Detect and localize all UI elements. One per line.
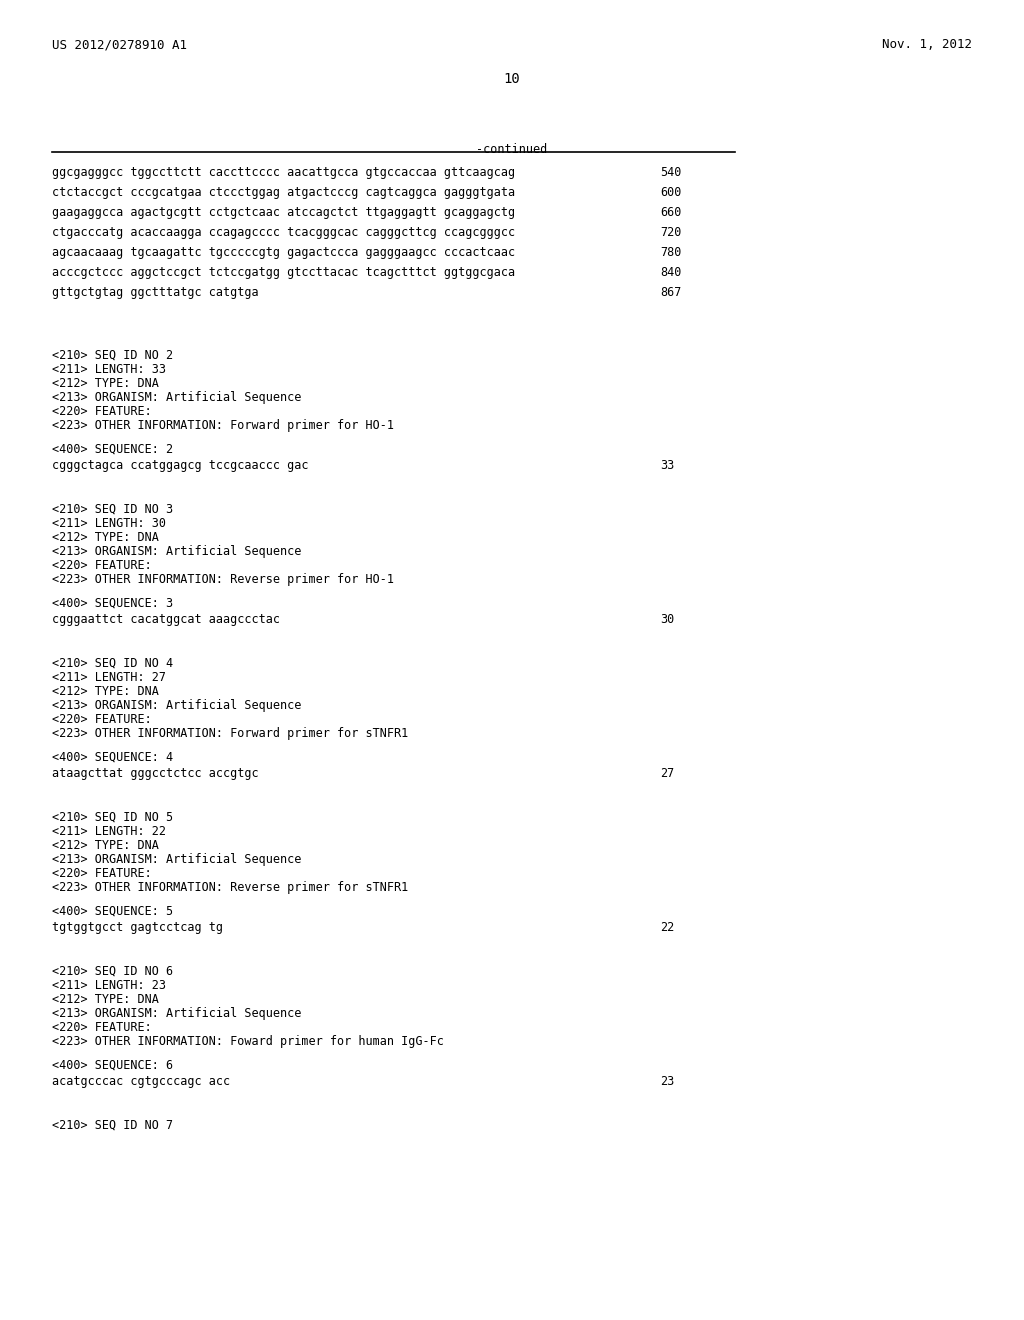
Text: <213> ORGANISM: Artificial Sequence: <213> ORGANISM: Artificial Sequence — [52, 700, 301, 711]
Text: acatgcccac cgtgcccagc acc: acatgcccac cgtgcccagc acc — [52, 1074, 230, 1088]
Text: ggcgagggcc tggccttctt caccttcccc aacattgcca gtgccaccaa gttcaagcag: ggcgagggcc tggccttctt caccttcccc aacattg… — [52, 166, 515, 180]
Text: tgtggtgcct gagtcctcag tg: tgtggtgcct gagtcctcag tg — [52, 921, 223, 935]
Text: acccgctccc aggctccgct tctccgatgg gtccttacac tcagctttct ggtggcgaca: acccgctccc aggctccgct tctccgatgg gtcctta… — [52, 267, 515, 279]
Text: <220> FEATURE:: <220> FEATURE: — [52, 1020, 152, 1034]
Text: cgggaattct cacatggcat aaagccctac: cgggaattct cacatggcat aaagccctac — [52, 612, 280, 626]
Text: <223> OTHER INFORMATION: Forward primer for sTNFR1: <223> OTHER INFORMATION: Forward primer … — [52, 727, 409, 741]
Text: <211> LENGTH: 27: <211> LENGTH: 27 — [52, 671, 166, 684]
Text: <210> SEQ ID NO 4: <210> SEQ ID NO 4 — [52, 657, 173, 671]
Text: <213> ORGANISM: Artificial Sequence: <213> ORGANISM: Artificial Sequence — [52, 1007, 301, 1020]
Text: <210> SEQ ID NO 2: <210> SEQ ID NO 2 — [52, 348, 173, 362]
Text: 600: 600 — [660, 186, 681, 199]
Text: 780: 780 — [660, 246, 681, 259]
Text: <213> ORGANISM: Artificial Sequence: <213> ORGANISM: Artificial Sequence — [52, 391, 301, 404]
Text: cgggctagca ccatggagcg tccgcaaccc gac: cgggctagca ccatggagcg tccgcaaccc gac — [52, 459, 308, 473]
Text: <212> TYPE: DNA: <212> TYPE: DNA — [52, 531, 159, 544]
Text: 540: 540 — [660, 166, 681, 180]
Text: <223> OTHER INFORMATION: Reverse primer for sTNFR1: <223> OTHER INFORMATION: Reverse primer … — [52, 880, 409, 894]
Text: ctgacccatg acaccaagga ccagagcccc tcacgggcac cagggcttcg ccagcgggcc: ctgacccatg acaccaagga ccagagcccc tcacggg… — [52, 226, 515, 239]
Text: 30: 30 — [660, 612, 674, 626]
Text: 660: 660 — [660, 206, 681, 219]
Text: <212> TYPE: DNA: <212> TYPE: DNA — [52, 840, 159, 851]
Text: <210> SEQ ID NO 7: <210> SEQ ID NO 7 — [52, 1119, 173, 1133]
Text: <211> LENGTH: 22: <211> LENGTH: 22 — [52, 825, 166, 838]
Text: 867: 867 — [660, 286, 681, 300]
Text: <211> LENGTH: 30: <211> LENGTH: 30 — [52, 517, 166, 531]
Text: <220> FEATURE:: <220> FEATURE: — [52, 405, 152, 418]
Text: <212> TYPE: DNA: <212> TYPE: DNA — [52, 685, 159, 698]
Text: 33: 33 — [660, 459, 674, 473]
Text: <220> FEATURE:: <220> FEATURE: — [52, 713, 152, 726]
Text: ataagcttat gggcctctcc accgtgc: ataagcttat gggcctctcc accgtgc — [52, 767, 259, 780]
Text: 840: 840 — [660, 267, 681, 279]
Text: gttgctgtag ggctttatgc catgtga: gttgctgtag ggctttatgc catgtga — [52, 286, 259, 300]
Text: 720: 720 — [660, 226, 681, 239]
Text: <211> LENGTH: 33: <211> LENGTH: 33 — [52, 363, 166, 376]
Text: <210> SEQ ID NO 5: <210> SEQ ID NO 5 — [52, 810, 173, 824]
Text: <212> TYPE: DNA: <212> TYPE: DNA — [52, 378, 159, 389]
Text: <223> OTHER INFORMATION: Foward primer for human IgG-Fc: <223> OTHER INFORMATION: Foward primer f… — [52, 1035, 443, 1048]
Text: 22: 22 — [660, 921, 674, 935]
Text: <223> OTHER INFORMATION: Reverse primer for HO-1: <223> OTHER INFORMATION: Reverse primer … — [52, 573, 394, 586]
Text: Nov. 1, 2012: Nov. 1, 2012 — [882, 38, 972, 51]
Text: gaagaggcca agactgcgtt cctgctcaac atccagctct ttgaggagtt gcaggagctg: gaagaggcca agactgcgtt cctgctcaac atccagc… — [52, 206, 515, 219]
Text: 10: 10 — [504, 73, 520, 86]
Text: 27: 27 — [660, 767, 674, 780]
Text: <400> SEQUENCE: 6: <400> SEQUENCE: 6 — [52, 1059, 173, 1072]
Text: US 2012/0278910 A1: US 2012/0278910 A1 — [52, 38, 187, 51]
Text: <212> TYPE: DNA: <212> TYPE: DNA — [52, 993, 159, 1006]
Text: <223> OTHER INFORMATION: Forward primer for HO-1: <223> OTHER INFORMATION: Forward primer … — [52, 418, 394, 432]
Text: <400> SEQUENCE: 2: <400> SEQUENCE: 2 — [52, 444, 173, 455]
Text: <400> SEQUENCE: 4: <400> SEQUENCE: 4 — [52, 751, 173, 764]
Text: ctctaccgct cccgcatgaa ctccctggag atgactcccg cagtcaggca gagggtgata: ctctaccgct cccgcatgaa ctccctggag atgactc… — [52, 186, 515, 199]
Text: <213> ORGANISM: Artificial Sequence: <213> ORGANISM: Artificial Sequence — [52, 853, 301, 866]
Text: <210> SEQ ID NO 3: <210> SEQ ID NO 3 — [52, 503, 173, 516]
Text: <210> SEQ ID NO 6: <210> SEQ ID NO 6 — [52, 965, 173, 978]
Text: 23: 23 — [660, 1074, 674, 1088]
Text: agcaacaaag tgcaagattc tgcccccgtg gagactccca gagggaagcc cccactcaac: agcaacaaag tgcaagattc tgcccccgtg gagactc… — [52, 246, 515, 259]
Text: <400> SEQUENCE: 5: <400> SEQUENCE: 5 — [52, 906, 173, 917]
Text: -continued: -continued — [476, 143, 548, 156]
Text: <400> SEQUENCE: 3: <400> SEQUENCE: 3 — [52, 597, 173, 610]
Text: <220> FEATURE:: <220> FEATURE: — [52, 558, 152, 572]
Text: <220> FEATURE:: <220> FEATURE: — [52, 867, 152, 880]
Text: <213> ORGANISM: Artificial Sequence: <213> ORGANISM: Artificial Sequence — [52, 545, 301, 558]
Text: <211> LENGTH: 23: <211> LENGTH: 23 — [52, 979, 166, 993]
